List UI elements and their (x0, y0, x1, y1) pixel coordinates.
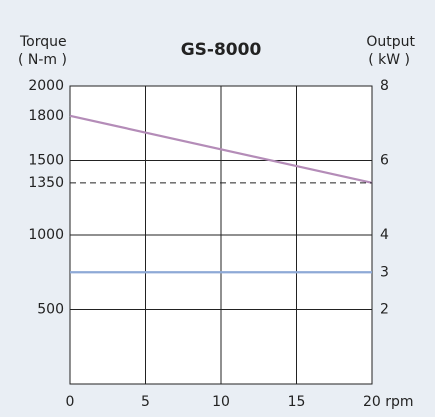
y2-tick-label: 6 (380, 153, 389, 169)
y-tick-label: 1800 (28, 108, 64, 124)
x-tick-label: 15 (288, 394, 306, 410)
y-tick-label: 1350 (28, 175, 64, 191)
y-tick-label: 2000 (28, 78, 64, 94)
x-tick-label: 20 rpm (363, 394, 414, 410)
y-tick-label: 1500 (28, 153, 64, 169)
y-tick-label: 1000 (28, 227, 64, 243)
y2-tick-label: 3 (380, 264, 389, 280)
y2-tick-label: 2 (380, 302, 389, 318)
y2-axis-label: ( kW ) (368, 52, 410, 68)
x-tick-label: 5 (141, 394, 150, 410)
series-line (69, 114, 373, 184)
y2-tick-label: 4 (380, 227, 389, 243)
y2-axis-label: Output (366, 34, 415, 50)
x-tick-label: 10 (212, 394, 230, 410)
y-axis-label: Torque (19, 34, 67, 50)
plot-border (69, 85, 373, 385)
y2-tick-label: 8 (380, 78, 389, 94)
y-axis-label: ( N-m ) (18, 52, 67, 68)
y-tick-label: 500 (37, 302, 64, 318)
x-tick-label: 0 (66, 394, 75, 410)
chart-title: GS-8000 (181, 40, 262, 60)
